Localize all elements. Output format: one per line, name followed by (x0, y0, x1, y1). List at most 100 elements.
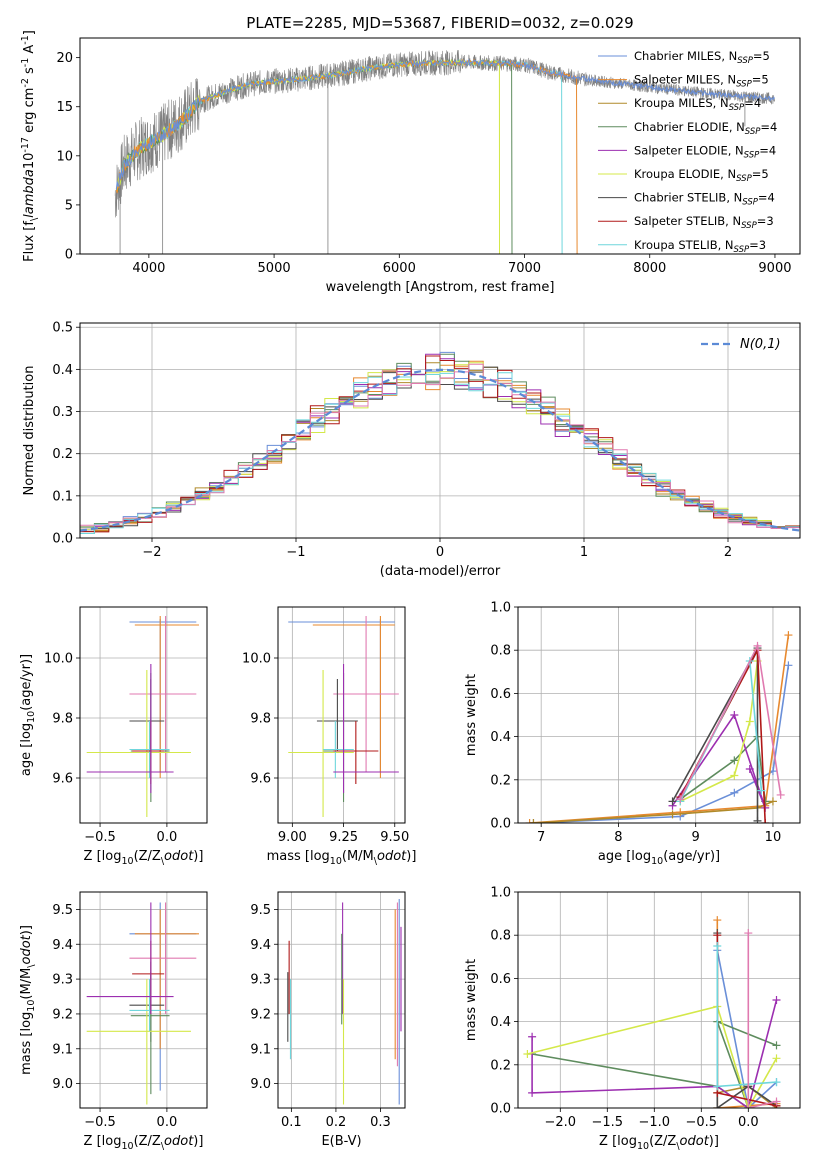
x-tick-label: 7 (537, 830, 545, 845)
label-part: \ (374, 856, 378, 867)
label-part: mass [log (267, 849, 330, 864)
plot-area (525, 631, 793, 823)
weight-marker (745, 765, 754, 773)
x-tick-label: 0.2 (326, 1115, 347, 1130)
y-tick-label: 9.4 (52, 938, 73, 953)
y-tick-label: 5 (65, 198, 73, 213)
weight-marker (768, 797, 777, 806)
axes-frame (79, 37, 801, 255)
weight-marker (713, 1104, 722, 1108)
weight-marker (668, 810, 677, 819)
x-tick-label: 7000 (508, 261, 541, 276)
axes-age_vs_mass: 9.00 9.25 9.50 9.6 9.8 10.0 mass [log10(M/M\od… (242, 606, 416, 867)
y-tick-label: 9.3 (52, 973, 73, 988)
label-part: age [log (19, 723, 34, 776)
weight-marker (713, 1082, 722, 1091)
label-part: odot (19, 934, 34, 964)
weight-marker (744, 929, 753, 938)
weight-line (716, 946, 777, 1088)
axes-mass_vs_Z: −0.5 0.09.09.19.29.39.49.5Z [log10(Z/Z\od… (19, 891, 208, 1152)
label-part: (age/yr)] (663, 849, 720, 864)
y-tick-label: 0.4 (52, 363, 73, 378)
label-part: 10 (26, 711, 37, 723)
legend-nssp: =5 (752, 73, 769, 87)
legend-subscript: SSP (744, 150, 760, 160)
legend-name: Kroupa ELODIE (634, 167, 720, 181)
x-tick-label: −1.5 (592, 1115, 624, 1130)
label-part: Flux [f (22, 221, 37, 262)
label-part: \ (161, 856, 165, 867)
y-tick-label: 9.4 (250, 938, 271, 953)
label-part: 10 (121, 856, 133, 867)
x-tick-label: −0.5 (686, 1115, 718, 1130)
label-part: \ (26, 964, 37, 968)
plot-area (80, 351, 800, 534)
y-tick-label: 1.0 (490, 601, 511, 616)
label-part: -2 (20, 78, 31, 87)
y-tick-label: 0.2 (490, 1058, 511, 1073)
x-tick-label: 0.0 (157, 1115, 178, 1130)
legend-n-label: , N (720, 167, 736, 181)
y-tick-label: 9.8 (52, 712, 73, 727)
x-tick-label: 5000 (258, 261, 291, 276)
x-tick-label: 9.25 (329, 830, 358, 845)
x-tick-label: 0.0 (157, 830, 178, 845)
weight-marker (772, 1041, 781, 1050)
x-tick-label: −1.0 (639, 1115, 671, 1130)
weight-line (529, 634, 790, 823)
label-part: (data-model)/error (380, 564, 501, 579)
normal-curve (80, 368, 800, 532)
label-part: )] (19, 925, 34, 935)
legend-subscript: SSP (736, 174, 752, 184)
model-spectrum-line (115, 58, 563, 254)
y-tick-label: 9.0 (52, 1077, 73, 1092)
x-tick-label: 8 (614, 830, 622, 845)
weight-marker (529, 819, 538, 823)
y-tick-label: 0.2 (52, 447, 73, 462)
legend-nssp: =4 (758, 191, 775, 205)
label-part: (Z/Z (134, 1134, 161, 1149)
residual-histogram (80, 362, 800, 530)
y-tick-label: 0.2 (490, 773, 511, 788)
x-axis-label: (data-model)/error (380, 564, 501, 579)
label-part: odot (164, 1134, 194, 1149)
y-tick-label: 10.0 (242, 652, 271, 667)
x-axis-label: Z [log10(Z/Z\odot)] (599, 1134, 719, 1152)
x-axis-label: age [log10(age/yr)] (598, 849, 720, 867)
legend-n-label: , N (720, 73, 736, 87)
weight-line (716, 950, 778, 1108)
label-part: mass weight (464, 959, 479, 1041)
weight-marker (676, 795, 685, 804)
axes-spectrum: 4000 5000 6000 7000 8000 9000 0 5 10 15 20 waveleng… (20, 30, 801, 295)
y-tick-label: 9.0 (250, 1077, 271, 1092)
legend-nssp: =3 (749, 238, 766, 252)
legend-nssp: =5 (753, 49, 770, 63)
label-part: 10 (637, 1141, 649, 1152)
y-axis-label: Flux [f\lambda10-17 erg cm-2 s-1 A-1] (20, 30, 40, 262)
weight-marker (523, 1050, 532, 1058)
y-tick-label: 0.0 (490, 817, 511, 832)
legend-entry: Salpeter MILES, NSSP=5 (634, 73, 769, 90)
figure-title: PLATE=2285, MJD=53687, FIBERID=0032, z=0… (246, 14, 633, 32)
model-spectrum-line (115, 58, 513, 254)
label-part: )] (709, 1134, 719, 1149)
y-tick-label: 9.8 (250, 712, 271, 727)
legend-n-label: , N (725, 214, 741, 228)
weight-line (747, 933, 777, 1108)
x-tick-label: 2 (724, 545, 732, 560)
legend-nssp: =4 (759, 143, 776, 157)
label-part: 10 (26, 1000, 37, 1012)
weight-marker (528, 1032, 537, 1041)
plot-area (288, 616, 399, 817)
label-part: mass weight (464, 674, 479, 756)
weight-marker (730, 756, 739, 765)
label-part: mass [log (19, 1012, 34, 1075)
label-part: Z [log (599, 1134, 637, 1149)
weight-line (716, 935, 777, 1107)
y-tick-label: 15 (56, 100, 73, 115)
plot-area (86, 902, 199, 1105)
legend-entry: Kroupa MILES, NSSP=4 (634, 96, 761, 113)
legend-n-label: , N (728, 143, 744, 157)
